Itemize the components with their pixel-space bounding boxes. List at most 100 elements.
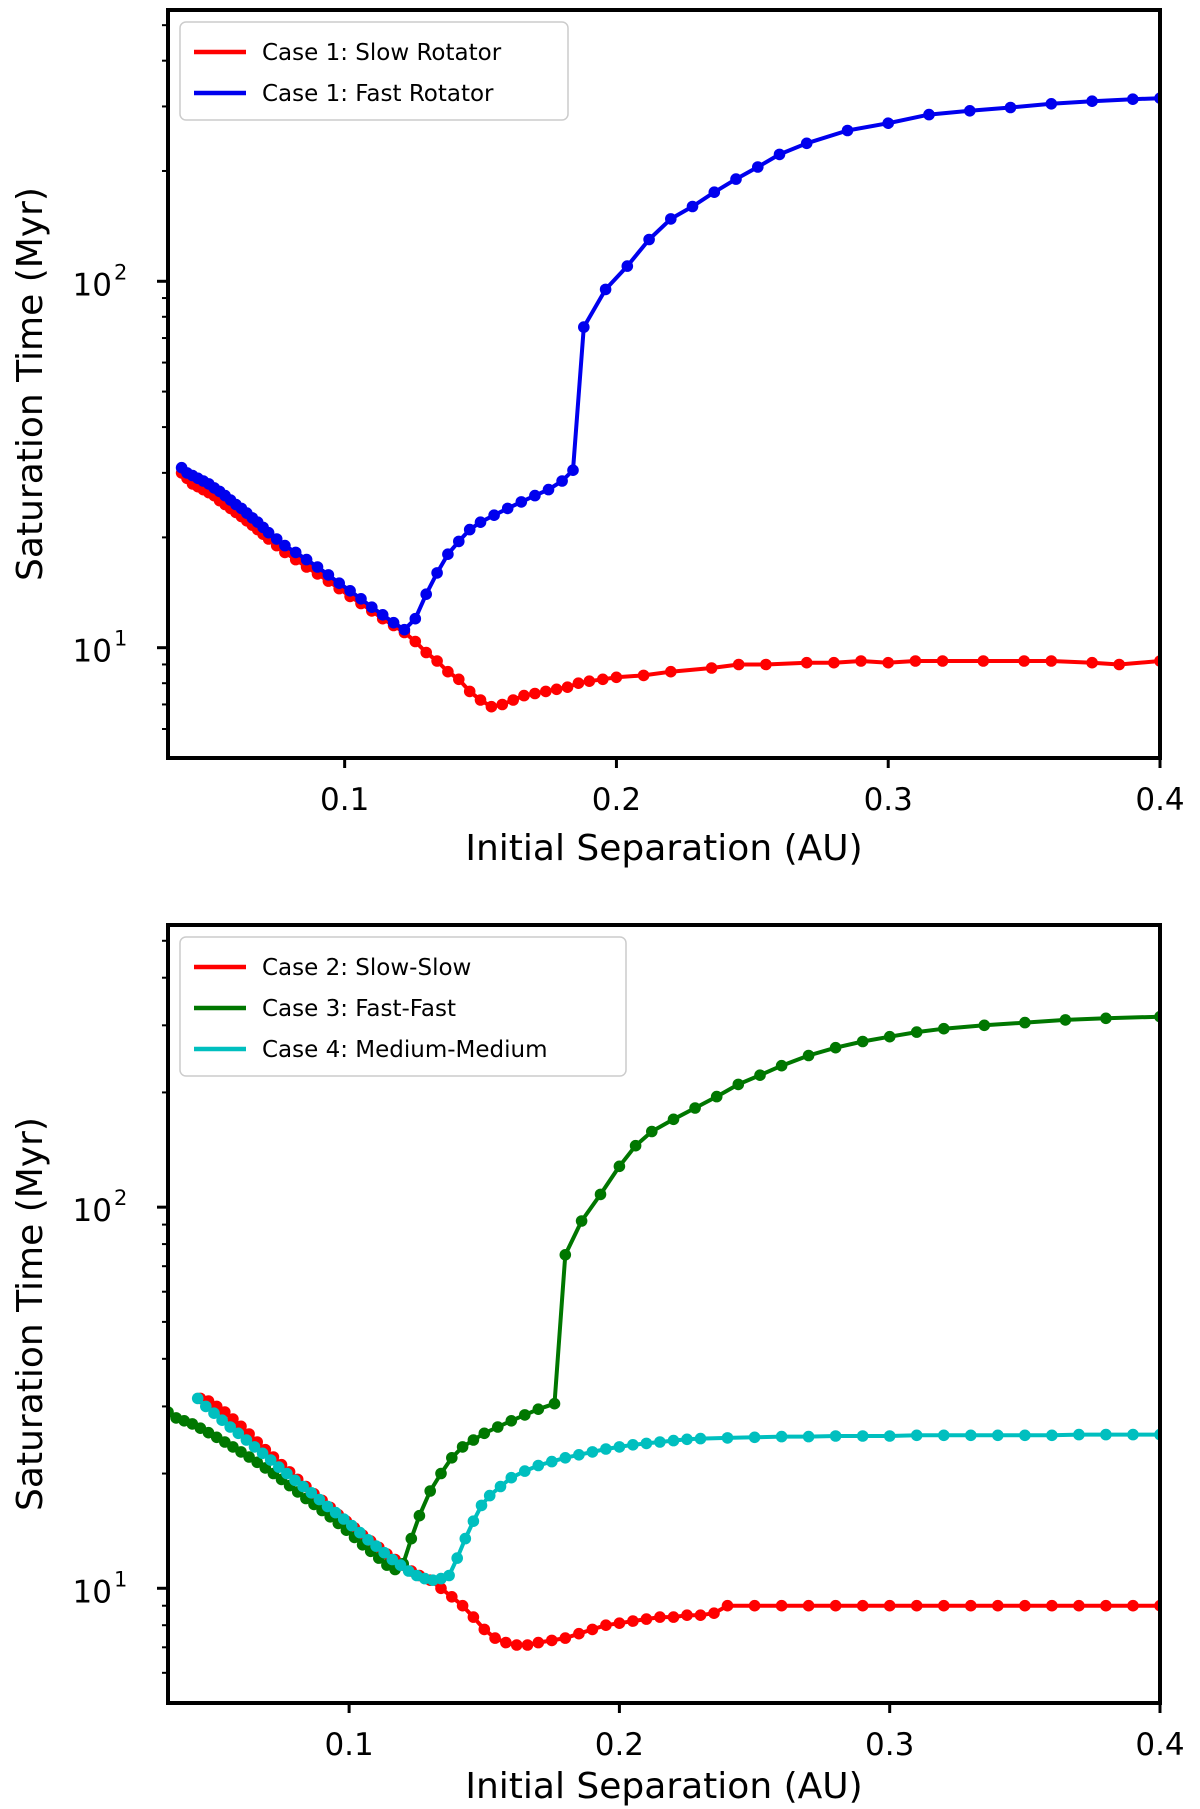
data-point <box>321 1500 334 1513</box>
data-point <box>519 1465 531 1477</box>
data-point <box>600 1443 612 1455</box>
data-point <box>938 1429 950 1442</box>
data-point <box>575 1215 588 1227</box>
data-point <box>646 1125 658 1138</box>
data-point <box>420 588 433 600</box>
data-point <box>909 655 922 667</box>
axes-frame <box>166 923 1162 1705</box>
data-point <box>300 553 313 566</box>
data-point <box>322 569 335 581</box>
data-point <box>828 656 840 669</box>
x-tick-label: 0.2 <box>595 1727 644 1763</box>
data-point <box>1019 1429 1031 1442</box>
data-point <box>1045 655 1058 667</box>
data-point <box>748 1431 761 1444</box>
data-point <box>883 1030 896 1043</box>
data-point <box>586 1446 599 1458</box>
data-point <box>637 669 650 682</box>
data-point <box>510 1639 523 1651</box>
data-point <box>964 105 976 117</box>
data-point <box>654 1436 666 1448</box>
data-point <box>594 1188 607 1201</box>
data-point <box>488 509 500 521</box>
data-point <box>965 1599 977 1612</box>
data-point <box>760 658 772 671</box>
data-point <box>586 1623 599 1636</box>
data-point <box>398 623 411 636</box>
data-point <box>483 1489 496 1502</box>
data-point <box>775 1059 788 1072</box>
data-point <box>667 1611 680 1623</box>
data-point <box>424 1485 437 1497</box>
data-point <box>366 601 378 613</box>
data-point <box>694 1609 707 1621</box>
data-point <box>442 665 454 678</box>
data-point <box>281 1467 293 1480</box>
data-point <box>992 1429 1004 1442</box>
data-point <box>829 1430 842 1442</box>
data-point <box>936 655 949 667</box>
data-point <box>478 1623 491 1636</box>
data-point <box>1100 1012 1112 1025</box>
data-point <box>1018 655 1030 667</box>
series-line <box>180 96 1160 632</box>
data-point <box>362 1534 374 1546</box>
data-point <box>882 117 894 129</box>
data-point <box>496 698 509 711</box>
data-point <box>600 1619 612 1631</box>
data-point <box>297 1480 309 1493</box>
data-point <box>435 1582 447 1595</box>
data-point <box>451 1552 464 1564</box>
data-point <box>802 1049 815 1062</box>
x-axis-title: Initial Separation (AU) <box>465 1766 862 1807</box>
data-point <box>467 1434 480 1446</box>
x-tick-label: 0.4 <box>1135 1727 1184 1763</box>
data-point <box>882 656 894 669</box>
data-point <box>667 1113 680 1126</box>
data-point <box>456 1441 469 1453</box>
data-point <box>730 173 742 185</box>
data-point <box>1046 1599 1058 1612</box>
data-point <box>463 685 476 698</box>
data-point <box>413 1509 426 1522</box>
data-point <box>337 1513 350 1525</box>
data-point <box>394 1559 407 1571</box>
data-point <box>431 567 443 579</box>
data-point <box>532 1403 545 1415</box>
data-point <box>240 1434 253 1446</box>
data-point <box>610 671 623 684</box>
y-tick-exponent: 1 <box>114 1567 127 1591</box>
data-point <box>665 213 677 225</box>
y-tick-exponent: 2 <box>114 260 127 284</box>
data-point <box>856 1599 869 1612</box>
data-point <box>654 1611 666 1623</box>
data-point <box>597 673 609 686</box>
legend-label: Case 2: Slow-Slow <box>262 955 471 981</box>
data-point <box>409 635 422 648</box>
data-point <box>289 1474 301 1487</box>
data-point <box>910 1429 923 1442</box>
legend-box <box>179 936 627 1077</box>
data-point <box>459 1532 472 1545</box>
data-point <box>573 1449 585 1461</box>
data-point <box>829 1041 842 1054</box>
plot-area <box>168 1010 1160 1651</box>
data-point <box>532 1459 545 1472</box>
data-point <box>354 1526 366 1539</box>
data-point <box>515 496 528 508</box>
data-point <box>559 1632 572 1644</box>
data-point <box>856 1430 869 1442</box>
data-point <box>627 1615 639 1627</box>
legend-label: Case 4: Medium-Medium <box>262 1037 548 1063</box>
data-point <box>643 233 655 246</box>
data-point <box>708 186 721 198</box>
data-point <box>572 677 585 689</box>
data-point <box>270 533 283 545</box>
data-point <box>446 1452 458 1464</box>
data-point <box>546 1634 558 1647</box>
data-point <box>420 646 433 659</box>
series-0 <box>175 467 1160 713</box>
data-point <box>1019 1599 1031 1612</box>
data-point <box>405 1532 418 1545</box>
data-point <box>546 1455 558 1468</box>
